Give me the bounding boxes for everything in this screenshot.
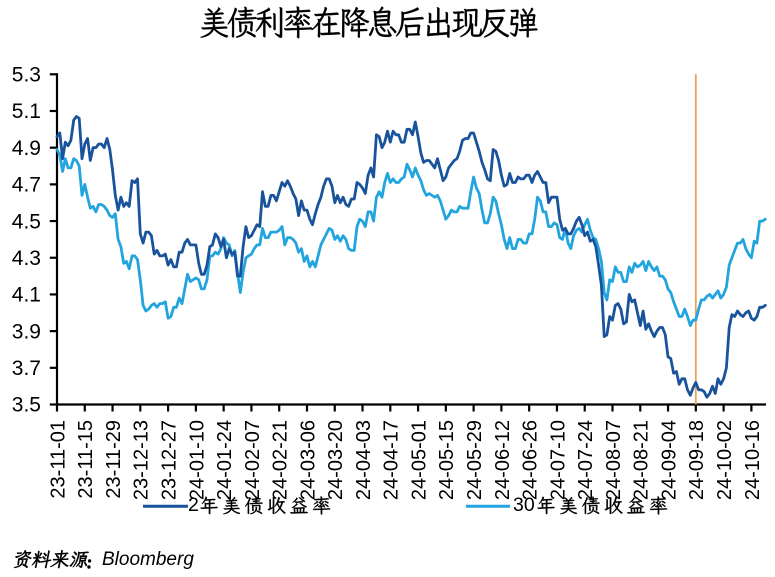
svg-text:23-11-01: 23-11-01 (47, 420, 69, 499)
svg-text:24-05-15: 24-05-15 (436, 420, 458, 500)
svg-text:24-03-20: 24-03-20 (325, 420, 347, 500)
svg-text:2: 2 (188, 494, 199, 516)
svg-text:3.9: 3.9 (12, 320, 41, 343)
svg-text:4.9: 4.9 (12, 137, 41, 160)
svg-text:24-10-16: 24-10-16 (742, 420, 764, 500)
svg-text:30: 30 (513, 494, 535, 516)
svg-text:24-10-02: 24-10-02 (714, 420, 736, 500)
svg-text:24-07-24: 24-07-24 (575, 420, 597, 500)
svg-text:24-03-06: 24-03-06 (297, 420, 319, 500)
svg-text:3.5: 3.5 (12, 394, 41, 417)
svg-text:24-08-07: 24-08-07 (603, 420, 625, 500)
svg-text:24-06-26: 24-06-26 (520, 420, 542, 500)
svg-text:4.7: 4.7 (12, 174, 41, 197)
svg-text:24-04-03: 24-04-03 (353, 420, 375, 500)
svg-text:24-08-21: 24-08-21 (631, 420, 653, 500)
svg-text:3.7: 3.7 (12, 357, 41, 380)
svg-text:24-05-29: 24-05-29 (464, 420, 486, 500)
svg-text:23-12-27: 23-12-27 (159, 420, 181, 500)
svg-text:24-02-21: 24-02-21 (270, 420, 292, 500)
svg-text:23-11-29: 23-11-29 (103, 420, 125, 499)
svg-text:24-07-10: 24-07-10 (547, 420, 569, 500)
svg-text:4.5: 4.5 (12, 210, 41, 233)
svg-text:24-04-17: 24-04-17 (381, 420, 403, 500)
svg-text:24-09-04: 24-09-04 (658, 420, 680, 500)
svg-text:24-01-10: 24-01-10 (186, 420, 208, 500)
svg-text:5.3: 5.3 (12, 64, 41, 87)
svg-text:24-09-18: 24-09-18 (686, 420, 708, 500)
svg-text:24-01-24: 24-01-24 (214, 420, 236, 500)
svg-text:4.1: 4.1 (12, 284, 41, 307)
svg-text:23-11-15: 23-11-15 (75, 420, 97, 499)
svg-text:24-06-12: 24-06-12 (492, 420, 514, 500)
svg-text:5.1: 5.1 (12, 100, 41, 123)
svg-text:4.3: 4.3 (12, 247, 41, 270)
svg-text:Bloomberg: Bloomberg (102, 549, 194, 570)
svg-text:24-02-07: 24-02-07 (242, 420, 264, 500)
svg-text:24-05-01: 24-05-01 (409, 420, 431, 500)
svg-text:23-12-13: 23-12-13 (131, 420, 153, 500)
